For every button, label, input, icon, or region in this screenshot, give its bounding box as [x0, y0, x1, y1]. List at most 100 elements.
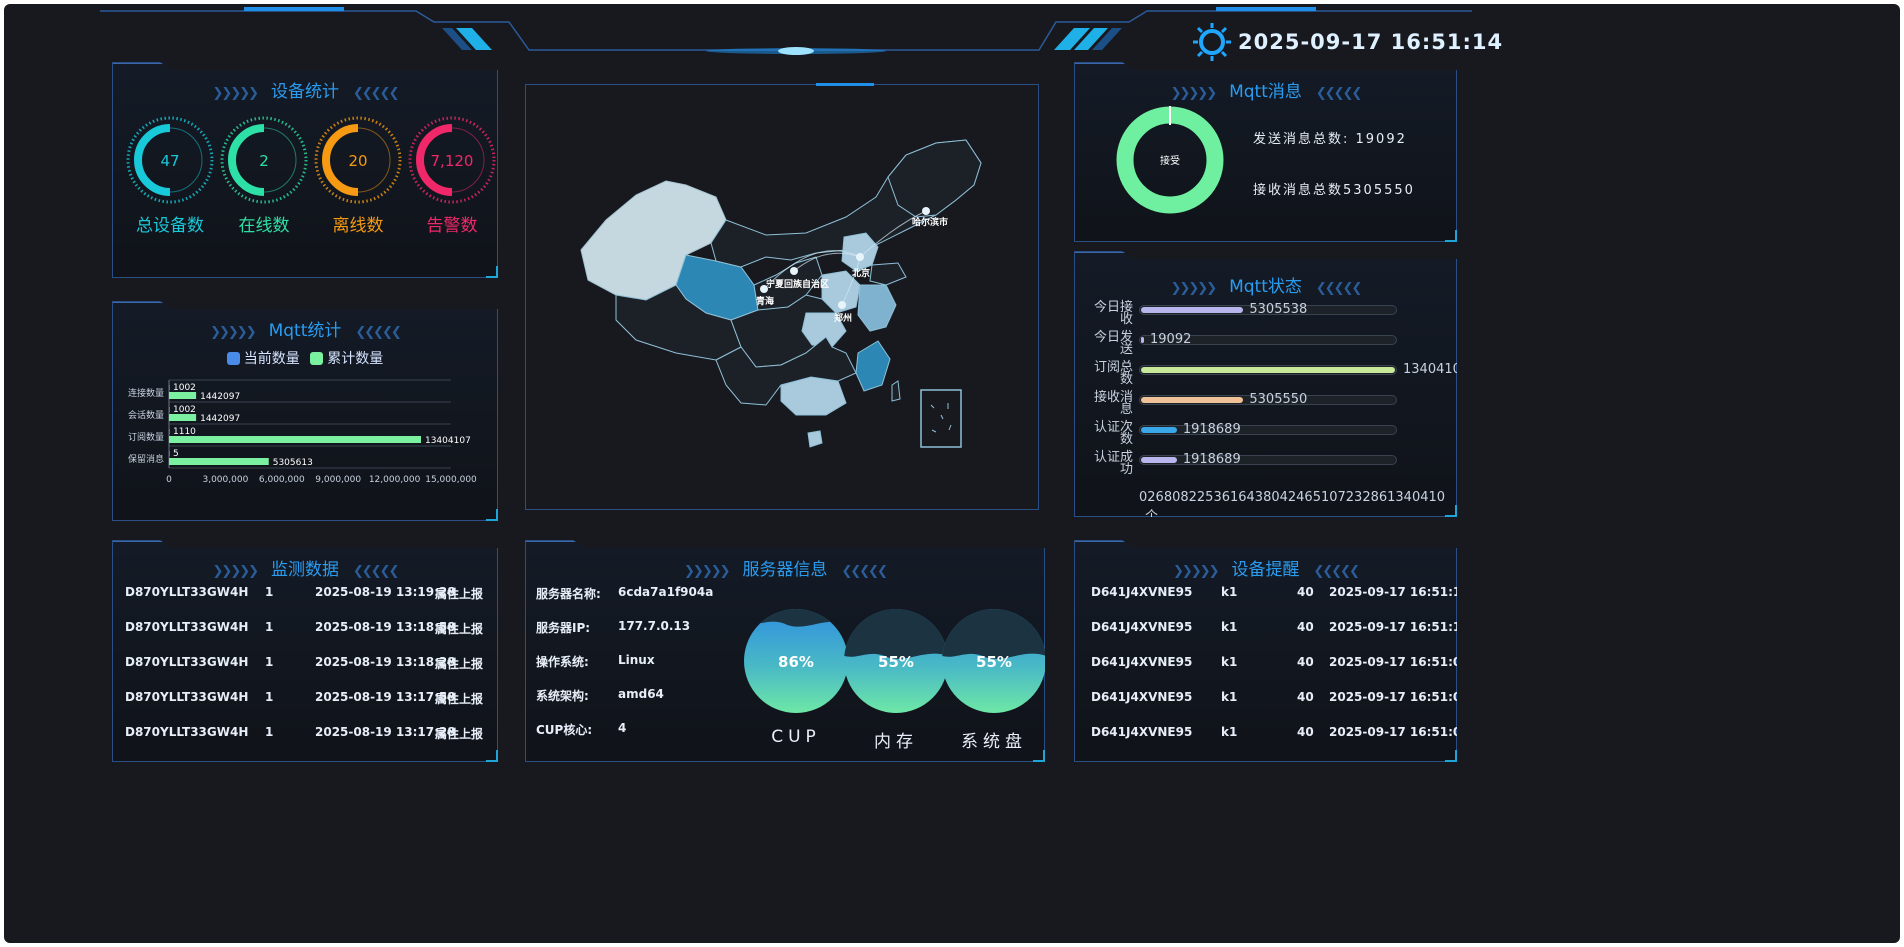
gauge-label: 告警数: [426, 216, 478, 236]
city-label-harbin: 哈尔滨市: [912, 216, 948, 228]
category-label: 保留消息: [128, 453, 164, 465]
category-label: 连接数量: [128, 387, 164, 399]
table-row[interactable]: D870YLLT33GW4H 1 2025-08-19 13:17:58 属性上报: [125, 690, 485, 706]
bar-total-label: 13404107: [425, 436, 471, 446]
gauge-0: 47: [125, 115, 215, 205]
monitor-cell-time: 2025-08-19 13:17:28: [315, 725, 456, 739]
device-stats-title: ❯❯❯❯❯ 设备统计 ❮❮❮❮❮: [212, 82, 400, 102]
monitor-cell-time: 2025-08-19 13:19:28: [315, 585, 456, 599]
table-row[interactable]: D641J4XVNE95 k1 40 2025-09-17 16:51:11: [1091, 585, 1457, 601]
monitor-cell-type: 属性上报: [435, 657, 484, 671]
usage-label: 系统盘: [961, 732, 1027, 752]
monitor-cell-num: 1: [265, 585, 274, 599]
status-value: 13404107: [1403, 362, 1470, 377]
usage-percent: 86%: [778, 653, 814, 671]
server-info-value: 177.7.0.13: [618, 619, 691, 633]
alert-cell-key: k1: [1221, 690, 1238, 704]
sun-gear-icon: [1192, 22, 1232, 62]
mqtt-msg-panel: ❯❯❯❯❯ Mqtt消息 ❮❮❮❮❮ 接受 发送消息总数: 19092 接收消息总数…: [1074, 62, 1457, 242]
server-info-key: CUP核心:: [536, 723, 593, 737]
server-info-value: 4: [618, 721, 627, 735]
alert-cell-time: 2025-09-17 16:51:07: [1329, 725, 1470, 739]
legend-swatch-current: [226, 352, 240, 365]
china-map[interactable]: 哈尔滨市 北京 宁夏回族自治区 青海 郑州: [526, 85, 1038, 509]
monitor-cell-num: 1: [265, 725, 274, 739]
usage-gauge: 86%: [744, 609, 848, 713]
monitor-cell-device: D870YLLT33GW4H: [125, 725, 249, 739]
table-row[interactable]: D870YLLT33GW4H 1 2025-08-19 13:18:28 属性上报: [125, 655, 485, 671]
status-track: [1139, 305, 1397, 315]
monitor-cell-num: 1: [265, 655, 274, 669]
x-tick-label: 9,000,000: [315, 475, 361, 485]
server-info-key: 系统架构:: [536, 689, 589, 703]
x-tick-label: 15,000,000: [425, 475, 477, 485]
gauge-1: 2: [219, 115, 309, 205]
table-row[interactable]: D870YLLT33GW4H 1 2025-08-19 13:17:28 属性上报: [125, 725, 485, 741]
status-label: 订阅总数: [1093, 360, 1133, 387]
status-fill: [1141, 307, 1243, 313]
table-row[interactable]: D641J4XVNE95 k1 40 2025-09-17 16:51:07: [1091, 725, 1457, 741]
table-row[interactable]: D870YLLT33GW4H 1 2025-08-19 13:18:58 属性上报: [125, 620, 485, 636]
status-label: 认证次数: [1093, 420, 1133, 447]
status-fill: [1141, 367, 1395, 373]
alert-cell-val: 40: [1297, 655, 1314, 669]
bar-total: [169, 392, 197, 399]
bar-total: [169, 458, 269, 465]
monitor-cell-device: D870YLLT33GW4H: [125, 655, 249, 669]
mqtt-msg-title: ❯❯❯❯❯ Mqtt消息 ❮❮❮❮❮: [1170, 82, 1363, 102]
alert-cell-key: k1: [1221, 655, 1238, 669]
bar-current: [169, 385, 170, 390]
server-panel: ❯❯❯❯❯ 服务器信息 ❮❮❮❮❮ 服务器名称: 6cda7a1f904a 服务器IP:…: [525, 540, 1045, 762]
alert-cell-key: k1: [1221, 620, 1238, 634]
status-track: [1139, 395, 1397, 405]
table-row[interactable]: D641J4XVNE95 k1 40 2025-09-17 16:51:09: [1091, 655, 1457, 671]
alert-cell-time: 2025-09-17 16:51:11: [1329, 585, 1470, 599]
mqtt-stats-panel: ❯❯❯❯❯ Mqtt统计 ❮❮❮❮❮ 当前数量 累计数量 0 3,000,000 6,0…: [112, 301, 498, 521]
monitor-cell-time: 2025-08-19 13:18:58: [315, 620, 456, 634]
bar-current-label: 5: [173, 449, 179, 459]
x-tick-label: 3,000,000: [202, 475, 248, 485]
status-fill: [1141, 337, 1144, 343]
bar-total-label: 5305613: [273, 458, 313, 468]
alert-cell-device: D641J4XVNE95: [1091, 725, 1193, 739]
server-info-value: 6cda7a1f904a: [618, 585, 714, 599]
mqtt-status-panel: ❯❯❯❯❯ Mqtt状态 ❮❮❮❮❮ 今日接收 5305538 今日发送 19092 订阅总…: [1074, 251, 1457, 517]
server-info-value: Linux: [618, 653, 655, 667]
table-row[interactable]: D641J4XVNE95 k1 40 2025-09-17 16:51:10: [1091, 620, 1457, 636]
status-value: 5305550: [1249, 392, 1308, 407]
mqtt-bar-chart: 0 3,000,000 6,000,000 9,000,000 12,000,000 15…: [128, 379, 477, 485]
mqtt-status-title: ❯❯❯❯❯ Mqtt状态 ❮❮❮❮❮: [1170, 277, 1363, 297]
bar-current-label: 1110: [173, 427, 196, 437]
bar-current-label: 1002: [173, 405, 196, 415]
status-footer-unit: 个: [1145, 509, 1159, 524]
status-value: 1918689: [1182, 452, 1241, 467]
gauge-label: 总设备数: [136, 216, 204, 236]
status-fill: [1141, 457, 1177, 463]
bar-total-label: 1442097: [200, 392, 240, 402]
bar-current: [169, 407, 170, 412]
recv-total: 接收消息总数5305550: [1253, 183, 1415, 198]
alert-cell-device: D641J4XVNE95: [1091, 585, 1193, 599]
monitor-panel: ❯❯❯❯❯ 监测数据 ❮❮❮❮❮ D870YLLT33GW4H 1 2025-08-19…: [112, 540, 498, 762]
alert-cell-device: D641J4XVNE95: [1091, 690, 1193, 704]
table-row[interactable]: D870YLLT33GW4H 1 2025-08-19 13:19:28 属性上报: [125, 585, 485, 601]
city-label-zhengzhou: 郑州: [834, 312, 852, 324]
alert-cell-val: 40: [1297, 585, 1314, 599]
bar-total: [169, 414, 197, 421]
status-label: 今日发送: [1093, 330, 1133, 357]
alert-cell-val: 40: [1297, 725, 1314, 739]
monitor-cell-num: 1: [265, 620, 274, 634]
bar-current: [169, 429, 170, 434]
usage-gauge: 55%: [942, 609, 1045, 713]
chart-legend: 当前数量 累计数量: [113, 348, 497, 368]
table-row[interactable]: D641J4XVNE95 k1 40 2025-09-17 16:51:08: [1091, 690, 1457, 706]
mqtt-stats-title: ❯❯❯❯❯ Mqtt统计 ❮❮❮❮❮: [210, 321, 402, 341]
status-footer: 0268082253616438042465107232861340410 个: [1139, 490, 1456, 524]
alert-cell-val: 40: [1297, 690, 1314, 704]
alert-cell-val: 40: [1297, 620, 1314, 634]
usage-gauge: 55%: [844, 609, 948, 713]
monitor-cell-device: D870YLLT33GW4H: [125, 585, 249, 599]
monitor-cell-device: D870YLLT33GW4H: [125, 690, 249, 704]
city-label-ningxia: 宁夏回族自治区: [766, 278, 829, 290]
mqtt-msg-donut: 接受: [1116, 106, 1224, 214]
